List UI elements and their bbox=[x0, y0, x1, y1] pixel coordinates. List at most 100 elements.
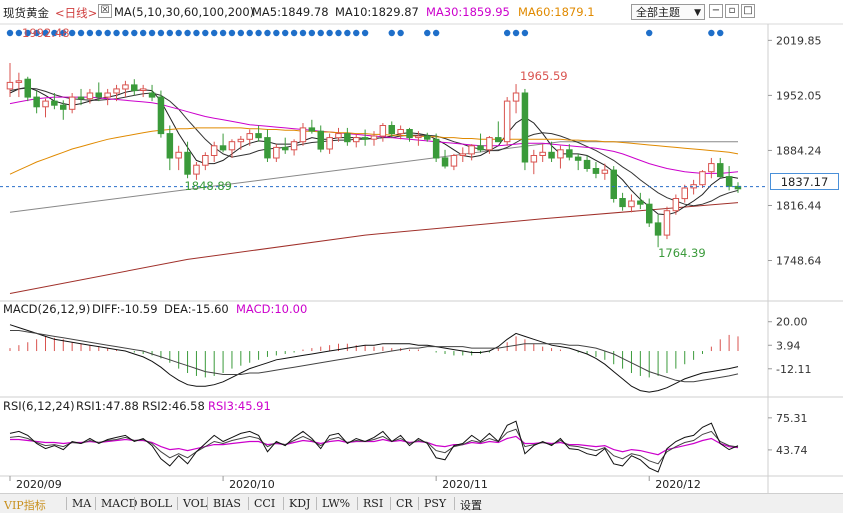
toolbar-item[interactable]: PSY bbox=[424, 497, 447, 510]
toolbar-item[interactable]: CR bbox=[396, 497, 413, 510]
event-marker-icon bbox=[388, 29, 395, 37]
event-marker-icon bbox=[166, 29, 174, 37]
candle-body bbox=[477, 145, 484, 151]
candle-body bbox=[734, 185, 742, 190]
candle-body bbox=[646, 203, 653, 224]
toolbar-separator bbox=[66, 497, 67, 510]
candle-body bbox=[637, 200, 644, 205]
toolbar-item[interactable]: MACD bbox=[101, 497, 138, 510]
event-marker-icon bbox=[353, 29, 360, 37]
candle-body bbox=[317, 130, 324, 150]
rsi3-value: RSI3:45.91 bbox=[208, 399, 271, 413]
candle-body bbox=[610, 169, 617, 200]
event-marker-icon bbox=[68, 29, 76, 37]
event-marker-icon bbox=[290, 29, 298, 37]
candle-body bbox=[495, 137, 502, 143]
low-annotation: 1848.89 bbox=[184, 179, 232, 193]
candle-body bbox=[68, 96, 76, 110]
candle-body bbox=[725, 176, 733, 187]
candle-body bbox=[264, 137, 271, 159]
toolbar-item[interactable]: RSI bbox=[363, 497, 384, 510]
minimize-icon[interactable]: − bbox=[709, 4, 723, 18]
event-marker-icon bbox=[60, 29, 67, 37]
toolbar-separator bbox=[454, 497, 455, 510]
candle-body bbox=[237, 138, 245, 143]
event-marker-icon bbox=[237, 29, 245, 37]
candle-body bbox=[326, 137, 333, 150]
event-marker-icon bbox=[432, 29, 440, 37]
ma-params: MA(5,10,30,60,100,200) bbox=[114, 5, 255, 19]
candle-body bbox=[255, 133, 262, 139]
toolbar-item[interactable]: VOL bbox=[183, 497, 208, 510]
candle-body bbox=[77, 96, 85, 100]
candle-body bbox=[131, 84, 138, 92]
event-marker-icon bbox=[184, 29, 191, 37]
toolbar-item[interactable]: VIP指标 bbox=[4, 499, 46, 512]
instrument-title: 现货黄金 bbox=[3, 6, 49, 20]
candle-body bbox=[539, 151, 546, 157]
candle-body bbox=[24, 78, 31, 98]
toolbar-item[interactable]: LW% bbox=[322, 497, 351, 510]
candle-body bbox=[60, 104, 67, 110]
macd-diff-value: DIFF:-10.59 bbox=[92, 302, 158, 316]
event-marker-icon bbox=[219, 29, 227, 37]
toolbar-separator bbox=[316, 497, 317, 510]
candle-body bbox=[166, 133, 174, 159]
price-tick-label: 2019.85 bbox=[776, 34, 822, 47]
event-marker-icon bbox=[95, 29, 102, 37]
toolbar-separator bbox=[207, 497, 208, 510]
event-marker-icon bbox=[317, 29, 324, 37]
event-marker-icon bbox=[24, 29, 31, 37]
toolbar-item[interactable]: 设置 bbox=[460, 499, 482, 512]
toolbar-item[interactable]: BIAS bbox=[213, 497, 241, 510]
candle-body bbox=[290, 141, 298, 151]
toolbar-item[interactable]: BOLL bbox=[140, 497, 172, 510]
chart-canvas[interactable]: 2019.85 1952.05 1884.24 1816.44 1748.64 1992.… bbox=[0, 0, 843, 493]
event-marker-icon bbox=[86, 29, 94, 37]
candle-body bbox=[468, 145, 475, 155]
event-marker-icon bbox=[273, 29, 280, 37]
event-marker-icon bbox=[122, 29, 129, 37]
toolbar-item[interactable]: CCI bbox=[254, 497, 276, 510]
candle-body bbox=[672, 198, 680, 212]
candle-body bbox=[370, 135, 378, 140]
high-annotation: 1992.48 bbox=[22, 26, 70, 40]
candle-body bbox=[557, 149, 564, 159]
candle-body bbox=[486, 137, 493, 151]
event-marker-icon bbox=[157, 29, 165, 37]
maximize-icon[interactable]: □ bbox=[741, 4, 755, 18]
candle-body bbox=[512, 92, 520, 102]
candle-body bbox=[619, 198, 626, 208]
candle-body bbox=[104, 92, 111, 98]
current-price-label: 1837.17 bbox=[780, 175, 829, 189]
toolbar-item[interactable]: KDJ bbox=[289, 497, 311, 510]
candle-body bbox=[592, 168, 600, 174]
ma-toggle-icon[interactable]: ☒ bbox=[98, 4, 112, 18]
toolbar-item[interactable]: MA bbox=[72, 497, 92, 510]
candle-body bbox=[583, 159, 591, 169]
event-marker-icon bbox=[397, 29, 404, 37]
event-marker-icon bbox=[512, 29, 520, 37]
theme-select[interactable]: 全部主题 ▼ bbox=[631, 4, 705, 20]
candle-body bbox=[299, 127, 307, 143]
restore-icon[interactable]: ▫ bbox=[725, 4, 739, 18]
candle-body bbox=[361, 137, 369, 140]
candle-body bbox=[379, 125, 387, 137]
period-label[interactable]: <日线> bbox=[55, 6, 98, 20]
candle-body bbox=[139, 88, 147, 92]
event-marker-icon bbox=[717, 29, 724, 37]
candle-body bbox=[15, 80, 23, 83]
current-price-box: 1837.17 bbox=[770, 173, 839, 190]
toolbar-separator bbox=[418, 497, 419, 510]
macd-tick-label: 3.94 bbox=[776, 339, 801, 352]
event-marker-icon bbox=[264, 29, 271, 37]
event-marker-icon bbox=[202, 29, 209, 37]
macd-tick-label: 20.00 bbox=[776, 316, 808, 329]
candle-body bbox=[459, 153, 466, 156]
candle-body bbox=[388, 125, 395, 135]
rsi-tick-label: 43.74 bbox=[776, 444, 808, 457]
candle-body bbox=[717, 163, 724, 178]
candle-body bbox=[441, 157, 449, 167]
candle-body bbox=[681, 187, 688, 200]
candle-body bbox=[397, 129, 404, 135]
